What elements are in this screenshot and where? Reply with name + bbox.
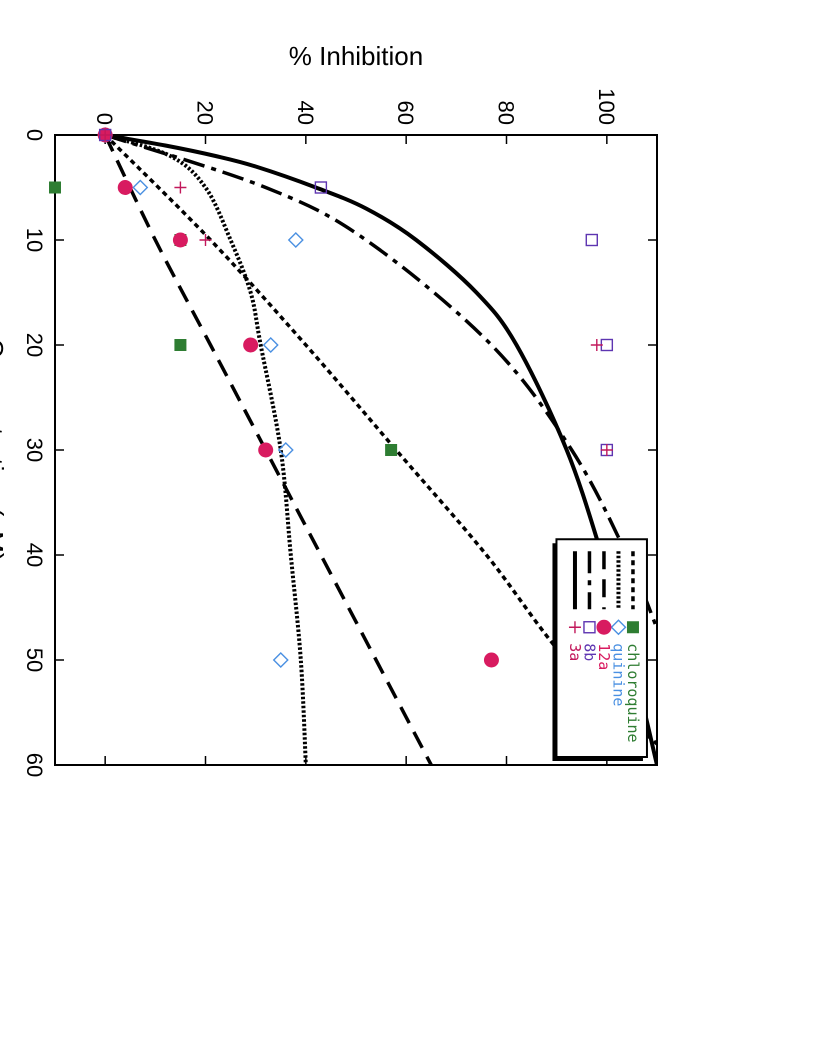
data-point-quinine [287,232,304,248]
x-tick-label: 60 [22,753,47,777]
legend-label-12a: 12a [595,643,613,670]
y-tick-labels: 0 20 40 60 80 100 [92,88,619,125]
y-tick-label: 100 [594,88,619,125]
x-tick-label: 10 [22,228,47,252]
legend-label-chloroquine: chloroquine [624,643,642,742]
data-point-chloroquine [385,444,398,456]
data-point-3a [600,444,613,456]
legend-marker-chloroquine [626,621,639,634]
legend-marker-quinine [610,619,627,636]
y-tick-label: 60 [393,101,418,125]
data-point-8b [314,181,328,194]
data-point-quinine [277,442,294,458]
data-point-chloroquine [49,181,61,194]
y-tick-label: 0 [92,113,117,125]
legend-marker-12a [596,619,612,635]
y-tick-label: 40 [293,101,318,125]
x-tick-label: 30 [22,438,47,462]
data-point-chloroquine [174,339,187,351]
data-point-3a [199,234,212,246]
data-points [49,127,614,668]
data-point-3a [174,181,187,194]
data-point-12a [117,180,133,195]
data-point-quinine [272,652,289,668]
y-tick-label: 80 [494,101,519,125]
data-point-quinine [262,337,279,353]
data-point-3a [590,339,603,351]
x-axis-title: Concentration (μM) [0,338,9,561]
x-tick-label: 20 [22,333,47,357]
legend-label-quinine: quinine [609,643,627,706]
legend-marker-8b [583,621,596,634]
data-point-12a [258,442,274,458]
legend-label-3a: 3a [566,643,584,661]
data-point-12a [172,232,188,248]
tick-marks [55,134,657,766]
y-axis-title: % Inhibition [289,41,423,71]
x-tick-label: 40 [22,543,47,567]
data-point-12a [243,337,259,353]
data-point-8b [600,338,614,352]
x-tick-labels: 0 10 20 30 40 50 60 [22,129,47,777]
data-point-8b [585,233,598,247]
legend-label-8b: 8b [580,643,598,661]
y-tick-label: 20 [193,101,218,125]
rotated-plot: 0 10 20 30 40 50 60 0 20 40 60 80 100 Concentration… [0,41,658,777]
legend-box [555,538,648,758]
data-point-12a [483,652,499,668]
legend-marker-3a [568,621,581,634]
fit-curve-quinine [104,135,308,765]
x-tick-label: 0 [22,129,47,141]
fit-curve-8b [104,135,657,630]
x-tick-label: 50 [22,648,47,672]
data-point-3a [99,129,112,141]
data-point-quinine [132,179,149,196]
